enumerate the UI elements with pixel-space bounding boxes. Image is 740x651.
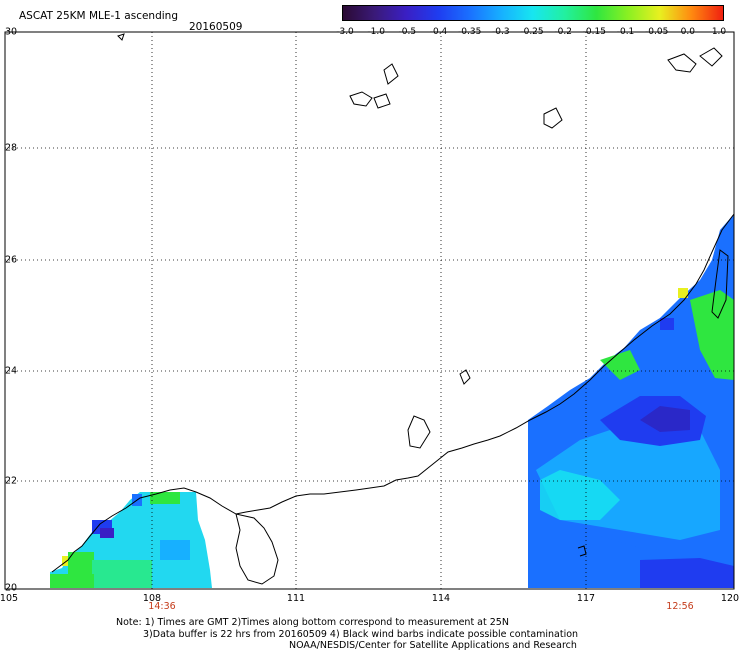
lat-label: 26 xyxy=(5,254,18,266)
lon-label: 108 xyxy=(142,593,162,604)
map-date: 20160509 xyxy=(189,21,243,33)
colorbar xyxy=(342,5,724,21)
lat-label: 22 xyxy=(5,475,18,487)
swath-east xyxy=(528,214,734,588)
map-frame xyxy=(4,31,735,590)
lon-label: 117 xyxy=(576,593,596,604)
footer-credit: NOAA/NESDIS/Center for Satellite Applica… xyxy=(289,640,577,651)
map-title: ASCAT 25KM MLE-1 ascending xyxy=(19,10,178,22)
footer-note-1: Note: 1) Times are GMT 2)Times along bot… xyxy=(116,617,509,628)
lon-label: 111 xyxy=(286,593,306,604)
lon-label: 114 xyxy=(431,593,451,604)
lat-label: 28 xyxy=(5,142,18,154)
lon-label: 105 xyxy=(0,593,19,604)
lat-label: 24 xyxy=(5,365,18,377)
lon-label: 120 xyxy=(720,593,740,604)
lat-label: 20 xyxy=(5,582,18,594)
swath-west xyxy=(50,492,212,588)
footer-note-2: 3)Data buffer is 22 hrs from 20160509 4)… xyxy=(143,629,579,640)
pass-time-east: 12:56 xyxy=(666,601,694,612)
lat-label: 30 xyxy=(5,26,18,38)
pass-time-west: 14:36 xyxy=(148,601,176,612)
coastline xyxy=(51,33,735,585)
